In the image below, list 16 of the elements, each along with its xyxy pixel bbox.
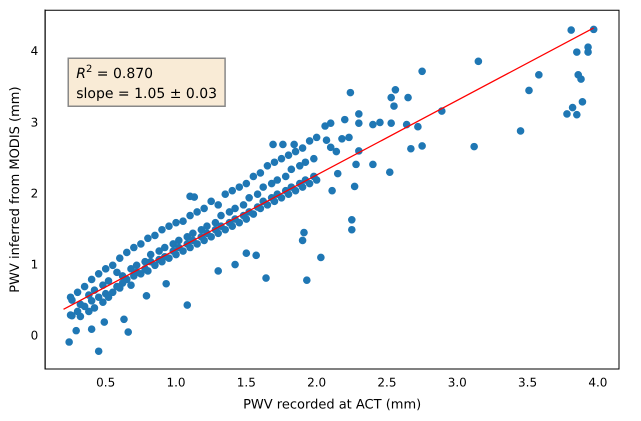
x-tick-label: 4.0	[588, 375, 608, 390]
x-tick-label: 0.5	[96, 375, 116, 390]
y-tick-label: 2	[30, 186, 38, 200]
y-tick-label: 4	[30, 44, 38, 58]
x-tick-label: 1.0	[166, 375, 186, 390]
y-tick-label: 3	[30, 115, 38, 130]
x-tick-label: 1.5	[236, 375, 256, 390]
x-axis-title: PWV recorded at ACT (mm)	[243, 398, 422, 413]
annotation: slope = 1.05 ± 0.03	[76, 86, 218, 102]
y-axis-title: PWV inferred from MODIS (mm)	[8, 86, 24, 293]
x-tick-label: 3.5	[518, 375, 538, 390]
y-tick-label: 0	[30, 328, 38, 342]
x-tick-label: 2.5	[377, 375, 397, 390]
x-tick-label: 2.0	[307, 375, 326, 390]
x-tick-label: 3.0	[448, 375, 467, 390]
y-tick-label: 1	[30, 257, 38, 272]
